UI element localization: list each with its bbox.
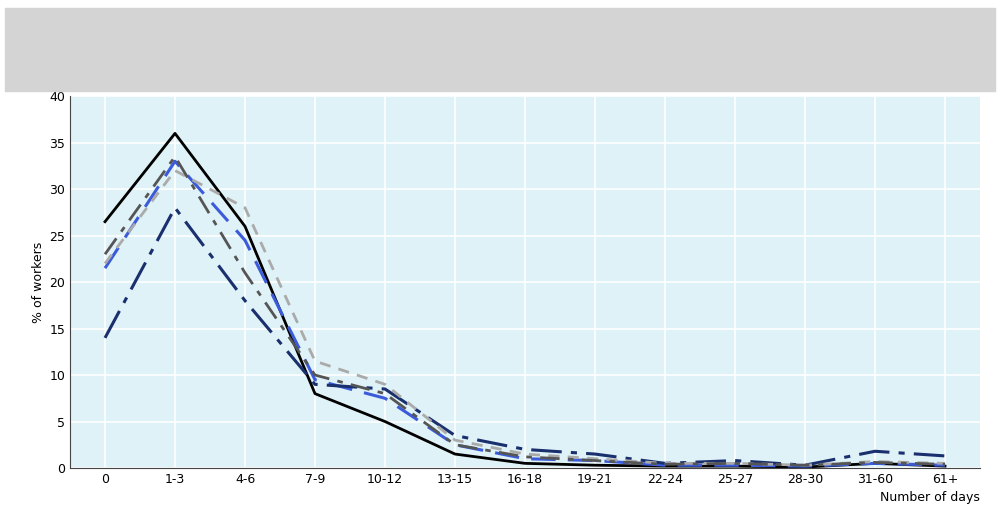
X-axis label: Number of days: Number of days	[880, 491, 980, 504]
Legend: 2000+ employees, total (all sizes): 2000+ employees, total (all sizes)	[76, 60, 400, 83]
Y-axis label: % of workers: % of workers	[32, 241, 45, 323]
